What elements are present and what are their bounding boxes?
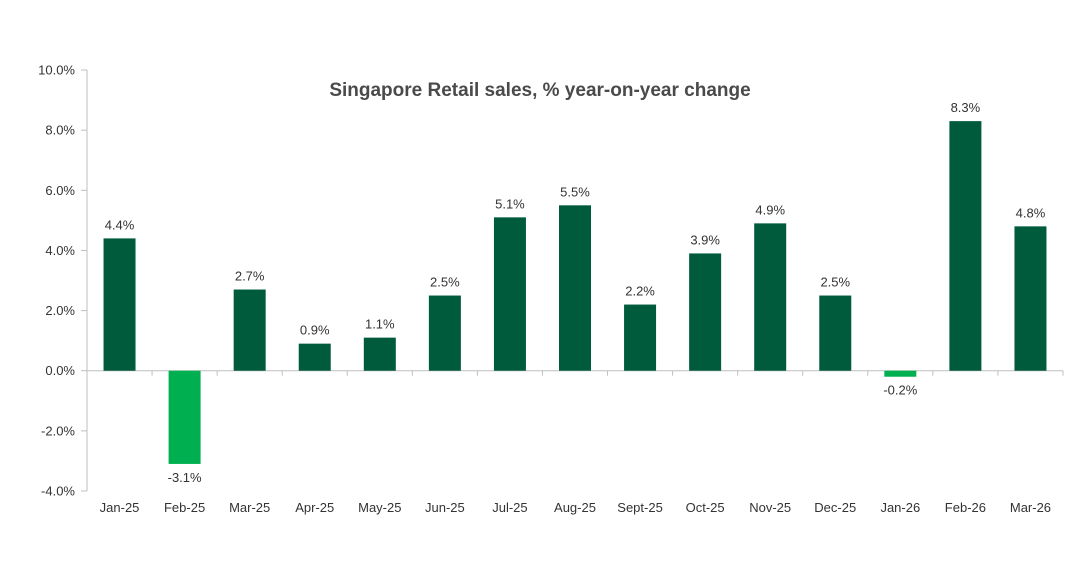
data-label: 4.4% (105, 217, 135, 232)
x-tick-label: Jan-25 (100, 500, 140, 515)
data-label: 5.1% (495, 196, 525, 211)
data-label: 2.5% (820, 275, 850, 290)
data-label: 8.3% (951, 100, 981, 115)
data-label: 5.5% (560, 184, 590, 199)
data-label: -0.2% (883, 383, 917, 398)
bar (363, 337, 396, 371)
bar (559, 205, 591, 371)
x-tick-label: Aug-25 (554, 500, 596, 515)
bar (949, 121, 982, 371)
x-tick-label: May-25 (358, 500, 401, 515)
y-tick-label: 0.0% (45, 363, 75, 378)
bar (819, 295, 852, 371)
x-tick-label: Jan-26 (880, 500, 920, 515)
x-tick-label: Nov-25 (749, 500, 791, 515)
x-tick-label: Jul-25 (492, 500, 527, 515)
data-label: 3.9% (690, 232, 720, 247)
data-label: -3.1% (168, 470, 202, 485)
bar (1014, 226, 1047, 371)
data-label: 2.7% (235, 269, 265, 284)
x-tick-label: Sept-25 (617, 500, 663, 515)
y-tick-label: 4.0% (45, 243, 75, 258)
y-tick-label: 2.0% (45, 303, 75, 318)
x-tick-label: Apr-25 (295, 500, 334, 515)
bar (493, 217, 526, 371)
data-label: 2.5% (430, 275, 460, 290)
bar (428, 295, 461, 371)
y-tick-label: 10.0% (38, 63, 75, 78)
y-tick-label: -2.0% (41, 423, 75, 438)
bars (103, 121, 1047, 464)
bar (689, 253, 722, 371)
bar (168, 370, 201, 464)
data-label: 2.2% (625, 284, 655, 299)
data-label: 0.9% (300, 323, 330, 338)
y-tick-label: -4.0% (41, 484, 75, 499)
data-label: 4.9% (755, 202, 785, 217)
data-label: 1.1% (365, 317, 395, 332)
data-label: 4.8% (1016, 205, 1046, 220)
x-tick-label: Feb-25 (164, 500, 205, 515)
data-labels: 4.4% -3.1% 2.7% 0.9% 1.1% 2.5% 5.1% 5.5% 2.2% 3.9… (105, 100, 1046, 485)
y-axis: 10.0% 8.0% 6.0% 4.0% 2.0% 0.0% -2.0% -4.0% (38, 63, 88, 499)
x-tick-label: Oct-25 (686, 500, 725, 515)
y-tick-label: 6.0% (45, 183, 75, 198)
bar (233, 289, 266, 371)
bar (103, 238, 136, 371)
y-tick-label: 8.0% (45, 123, 75, 138)
bar (754, 223, 787, 371)
bar (884, 370, 917, 377)
x-tick-label: Jun-25 (425, 500, 465, 515)
x-tick-label: Dec-25 (814, 500, 856, 515)
x-tick-label: Mar-26 (1010, 500, 1051, 515)
x-tick-label: Mar-25 (229, 500, 270, 515)
chart-title: Singapore Retail sales, % year-on-year c… (329, 80, 750, 101)
bar (624, 304, 657, 371)
bar (298, 343, 331, 371)
x-tick-label: Feb-26 (945, 500, 986, 515)
x-axis: Jan-25 Feb-25 Mar-25 Apr-25 May-25 Jun-25 Jul-… (86, 370, 1064, 515)
